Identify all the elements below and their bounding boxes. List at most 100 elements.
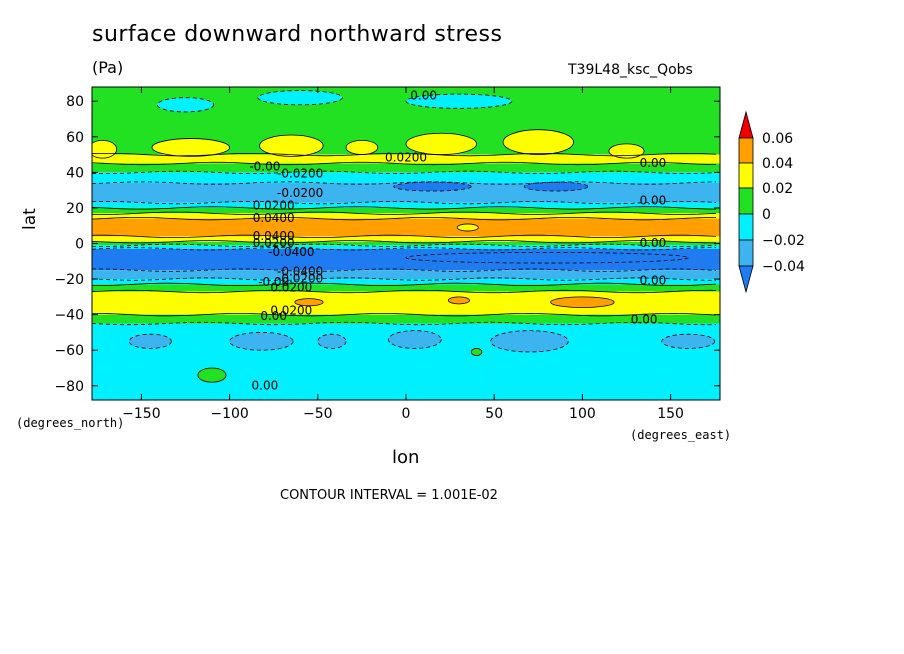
chart-title: surface downward northward stress <box>92 22 503 47</box>
contour-patch <box>92 139 118 159</box>
contour-label: 0.00 <box>640 236 667 250</box>
contour-patch <box>387 330 442 349</box>
contour-patch <box>317 333 347 349</box>
y-tick-label: 80 <box>66 94 84 110</box>
colorbar-label: 0.04 <box>762 156 793 172</box>
y-tick-label: −40 <box>54 308 84 324</box>
colorbar: 0.06 0.04 0.02 0 −0.02 −0.04 <box>738 110 805 294</box>
contour-patch <box>661 333 716 349</box>
contour-label: 0.00 <box>260 309 287 323</box>
contour-patch <box>294 298 324 307</box>
colorbar-arrow-down <box>738 265 754 294</box>
contour-patch <box>229 332 294 351</box>
contour-line <box>92 289 717 294</box>
contour-band <box>92 154 720 164</box>
contour-line <box>92 181 716 185</box>
contour-line <box>92 206 716 210</box>
contour-label: 0.0200 <box>253 236 295 250</box>
contour-label: 0.0200 <box>270 304 312 318</box>
colorbar-arrow-up <box>738 110 754 139</box>
contour-label: 0.00 <box>631 312 658 326</box>
contour-line <box>92 243 717 247</box>
contour-line <box>92 312 717 317</box>
contour-label: 0.00 <box>252 378 279 392</box>
colorbar-label: 0.02 <box>762 181 793 197</box>
contour-label: -0.0400 <box>277 264 323 278</box>
contour-line <box>92 217 716 221</box>
contour-patch <box>490 330 569 353</box>
contour-label: 0.0200 <box>270 280 312 294</box>
contour-band <box>92 279 720 285</box>
y-tick-label: 60 <box>66 130 84 146</box>
colorbar-box <box>738 213 754 241</box>
contour-band <box>92 172 720 184</box>
contour-line <box>92 234 717 238</box>
colorbar-label: 0 <box>762 207 771 223</box>
x-tick-label: 150 <box>657 406 684 422</box>
y-tick-label: −80 <box>54 379 84 395</box>
contour-patch <box>502 129 574 155</box>
contour-band <box>92 236 720 242</box>
y-tick-label: −20 <box>54 272 84 288</box>
x-tick-label: −100 <box>210 406 248 422</box>
contour-label: 0.00 <box>410 88 437 102</box>
contour-label: 0.0400 <box>253 229 295 243</box>
contour-label: -0.0200 <box>277 272 323 286</box>
contour-patch <box>345 139 379 155</box>
contour-line <box>92 321 716 326</box>
contour-band <box>92 241 720 246</box>
contour-label: 0.00 <box>640 273 667 287</box>
colorbar-box <box>738 239 754 267</box>
contour-patch <box>393 181 472 192</box>
contour-patch <box>447 296 470 305</box>
contour-patch <box>550 296 615 308</box>
contour-band <box>92 270 720 280</box>
contour-patch <box>470 348 483 356</box>
contour-patch <box>405 93 513 109</box>
x-tick-label: 50 <box>485 406 503 422</box>
chart-units: (Pa) <box>92 58 124 77</box>
y-tick-label: 40 <box>66 165 84 181</box>
y-axis-unit: (degrees_north) <box>16 416 125 430</box>
contour-band <box>92 314 720 324</box>
x-axis-label: lon <box>392 447 420 468</box>
contour-label: -0.0400 <box>268 245 314 259</box>
contour-patch <box>128 333 172 349</box>
contour-label: 0.00 <box>640 156 667 170</box>
x-tick-label: 100 <box>569 406 596 422</box>
x-axis-unit: (degrees_east) <box>630 428 732 442</box>
contour-line <box>92 277 717 281</box>
contour-line <box>92 170 717 175</box>
colorbar-box <box>738 162 754 189</box>
contour-label: -0.0200 <box>277 167 323 181</box>
colorbar-label: −0.04 <box>762 259 805 275</box>
contour-band <box>92 207 720 214</box>
x-tick-label: −50 <box>303 406 333 422</box>
contour-patch <box>151 138 230 157</box>
contour-patch <box>456 223 479 232</box>
contour-line <box>92 153 717 157</box>
contour-patch <box>259 134 324 157</box>
contour-patch <box>405 251 689 264</box>
contour-patch <box>197 367 227 383</box>
contour-label: -0.00 <box>258 275 289 289</box>
contour-band <box>92 218 720 237</box>
x-tick-label: 0 <box>402 406 411 422</box>
contour-band <box>92 291 720 315</box>
contour-line <box>92 161 717 166</box>
contour-band <box>92 163 720 173</box>
contour-patch <box>523 181 589 192</box>
contour-line <box>92 268 717 272</box>
contour-label: 0.00 <box>640 193 667 207</box>
contour-band <box>92 213 720 219</box>
x-tick-label: −150 <box>122 406 160 422</box>
contour-label: 0.0200 <box>385 151 427 165</box>
contour-label: -0.00 <box>249 160 280 174</box>
contour-line <box>92 282 717 286</box>
contour-label: 0.0200 <box>253 199 295 213</box>
y-tick-label: 0 <box>75 237 84 253</box>
contour-label: 0.0400 <box>253 211 295 225</box>
contour-line <box>92 201 717 205</box>
y-tick-label: 20 <box>66 201 84 217</box>
contour-patch <box>257 90 343 106</box>
